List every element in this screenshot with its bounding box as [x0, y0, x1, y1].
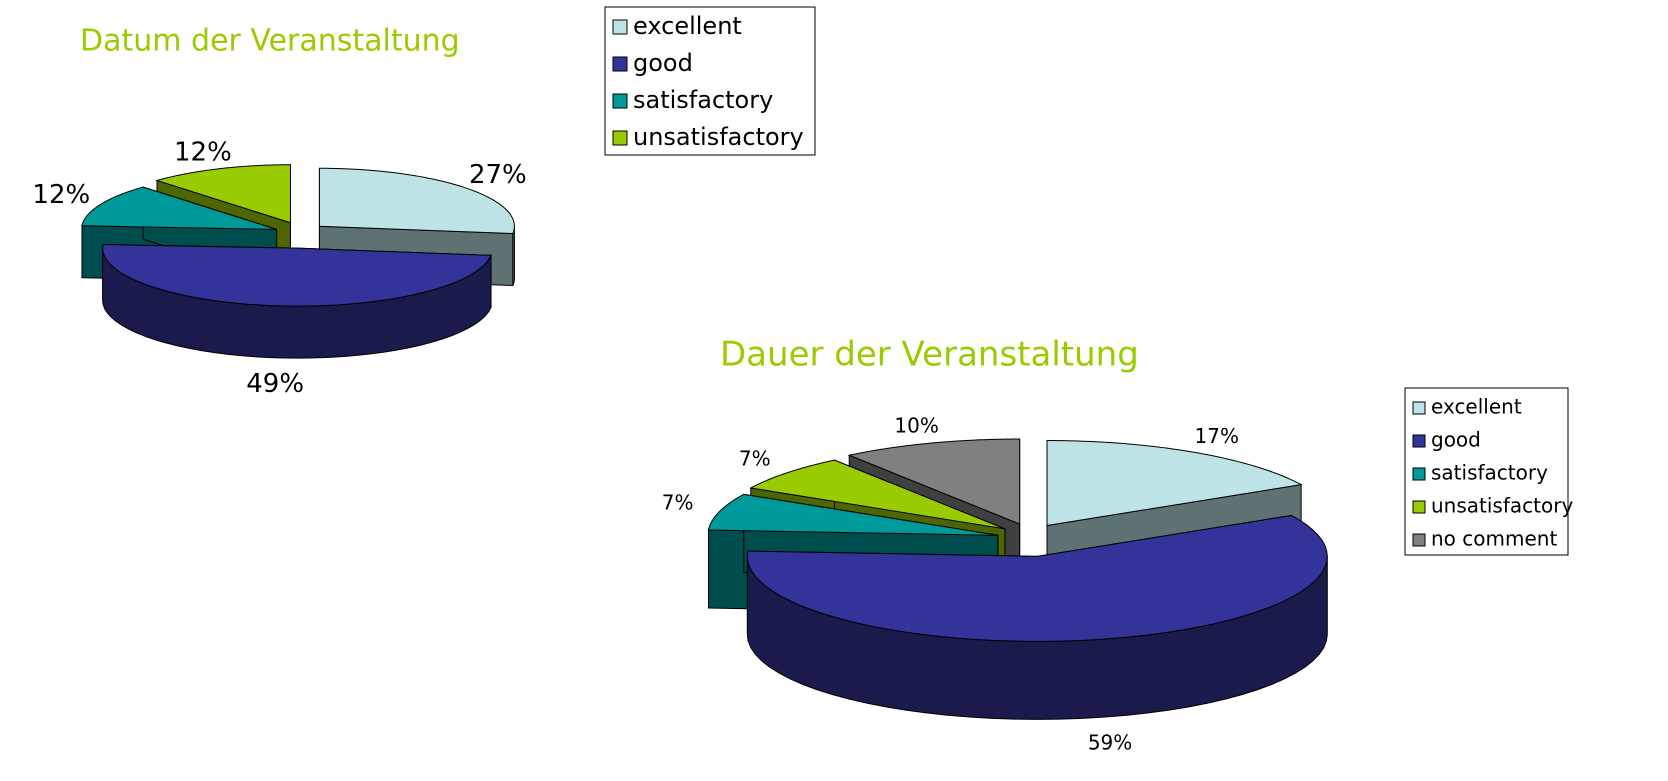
slice-top	[102, 243, 492, 307]
legend-swatch	[1412, 533, 1426, 547]
slice-top	[847, 438, 1021, 525]
slice-top	[707, 493, 998, 536]
data-label: 12%	[174, 137, 232, 167]
legend-label: no comment	[1431, 527, 1557, 551]
data-label: 49%	[246, 369, 304, 399]
legend-label: unsatisfactory	[1431, 494, 1573, 518]
legend-label: good	[1431, 428, 1481, 452]
data-label: 7%	[739, 447, 771, 471]
legend-label: excellent	[633, 12, 742, 40]
legend-swatch	[612, 19, 628, 35]
legend-label: satisfactory	[1431, 461, 1548, 485]
data-label: 10%	[894, 414, 938, 438]
slice	[102, 243, 492, 359]
legend-swatch	[612, 93, 628, 109]
data-label: 7%	[662, 491, 694, 515]
legend-swatch	[612, 130, 628, 146]
legend-swatch	[1412, 434, 1426, 448]
data-label: 12%	[32, 180, 90, 210]
legend-box	[1404, 387, 1569, 556]
legend-label: good	[633, 49, 693, 77]
slice-top	[749, 459, 1006, 530]
legend-swatch	[1412, 467, 1426, 481]
legend-label: unsatisfactory	[633, 123, 804, 151]
chart-title: Dauer der Veranstaltung	[720, 335, 1139, 375]
slice-top	[318, 167, 515, 235]
legend-box	[604, 6, 816, 156]
slice-top	[746, 514, 1328, 642]
data-label: 59%	[1088, 730, 1132, 754]
slice	[746, 514, 1328, 720]
legend-swatch	[612, 56, 628, 72]
legend-label: satisfactory	[633, 86, 773, 114]
slice-top	[81, 186, 277, 230]
slice-top	[155, 164, 291, 224]
data-label: 27%	[469, 160, 527, 190]
legend-swatch	[1412, 500, 1426, 514]
slice-top	[1046, 440, 1303, 527]
chart-title: Datum der Veranstaltung	[80, 24, 460, 59]
legend-label: excellent	[1431, 395, 1522, 419]
legend-swatch	[1412, 401, 1426, 415]
slice-side	[512, 226, 515, 286]
data-label: 17%	[1195, 424, 1239, 448]
